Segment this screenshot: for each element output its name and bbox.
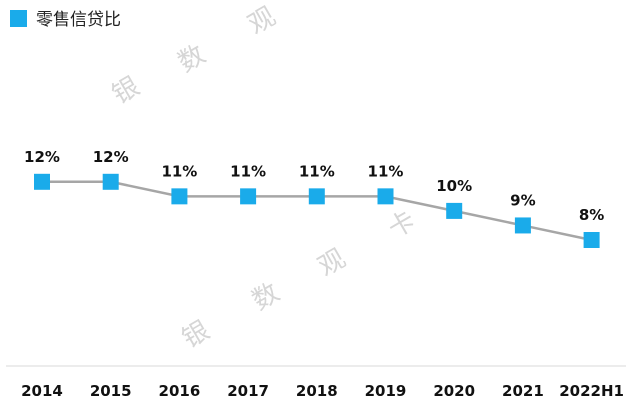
data-label: 11% (299, 162, 335, 180)
watermark-char: 数 (247, 278, 285, 317)
data-label: 12% (24, 148, 60, 166)
x-tick-label: 2020 (433, 382, 475, 400)
x-tick-label: 2015 (90, 382, 132, 400)
watermark-char: 银 (177, 316, 215, 355)
x-tick-label: 2022H1 (559, 382, 624, 400)
x-tick-label: 2021 (502, 382, 544, 400)
data-point-marker (514, 217, 531, 234)
x-tick-label: 2017 (227, 382, 269, 400)
data-point-marker (308, 188, 325, 205)
legend: 零售信贷比 (10, 10, 121, 30)
data-label: 11% (368, 162, 404, 180)
data-point-marker (34, 173, 50, 190)
x-tick-label: 2018 (296, 382, 338, 400)
legend-swatch (10, 10, 27, 27)
data-point-marker (446, 202, 463, 219)
x-axis-ticks: 2014 2015 2016 2017 2018 2019 2020 2021 2022H1 (21, 382, 624, 400)
data-point-marker (377, 188, 394, 205)
x-tick-label: 2019 (365, 382, 407, 400)
data-label: 11% (161, 162, 197, 180)
data-point-marker (171, 188, 188, 205)
series-layer: 12% 12% 11% 11% 11% 11% 10% 9% 8% (24, 148, 604, 248)
x-tick-label: 2014 (21, 382, 63, 400)
watermark-char: 卡 (383, 206, 421, 245)
data-point-marker (102, 173, 119, 190)
data-point-marker (240, 188, 257, 205)
watermark-char: 银 (107, 72, 145, 111)
data-label: 12% (93, 148, 129, 166)
data-label: 10% (436, 177, 472, 195)
x-tick-label: 2016 (159, 382, 201, 400)
watermark-char: 数 (173, 40, 211, 79)
data-point-marker (583, 232, 600, 248)
data-label: 9% (510, 191, 535, 209)
data-label: 11% (230, 162, 266, 180)
data-label: 8% (579, 206, 604, 224)
watermark-char: 观 (313, 244, 351, 283)
legend-label: 零售信贷比 (36, 10, 121, 30)
watermark-char: 观 (243, 2, 281, 41)
